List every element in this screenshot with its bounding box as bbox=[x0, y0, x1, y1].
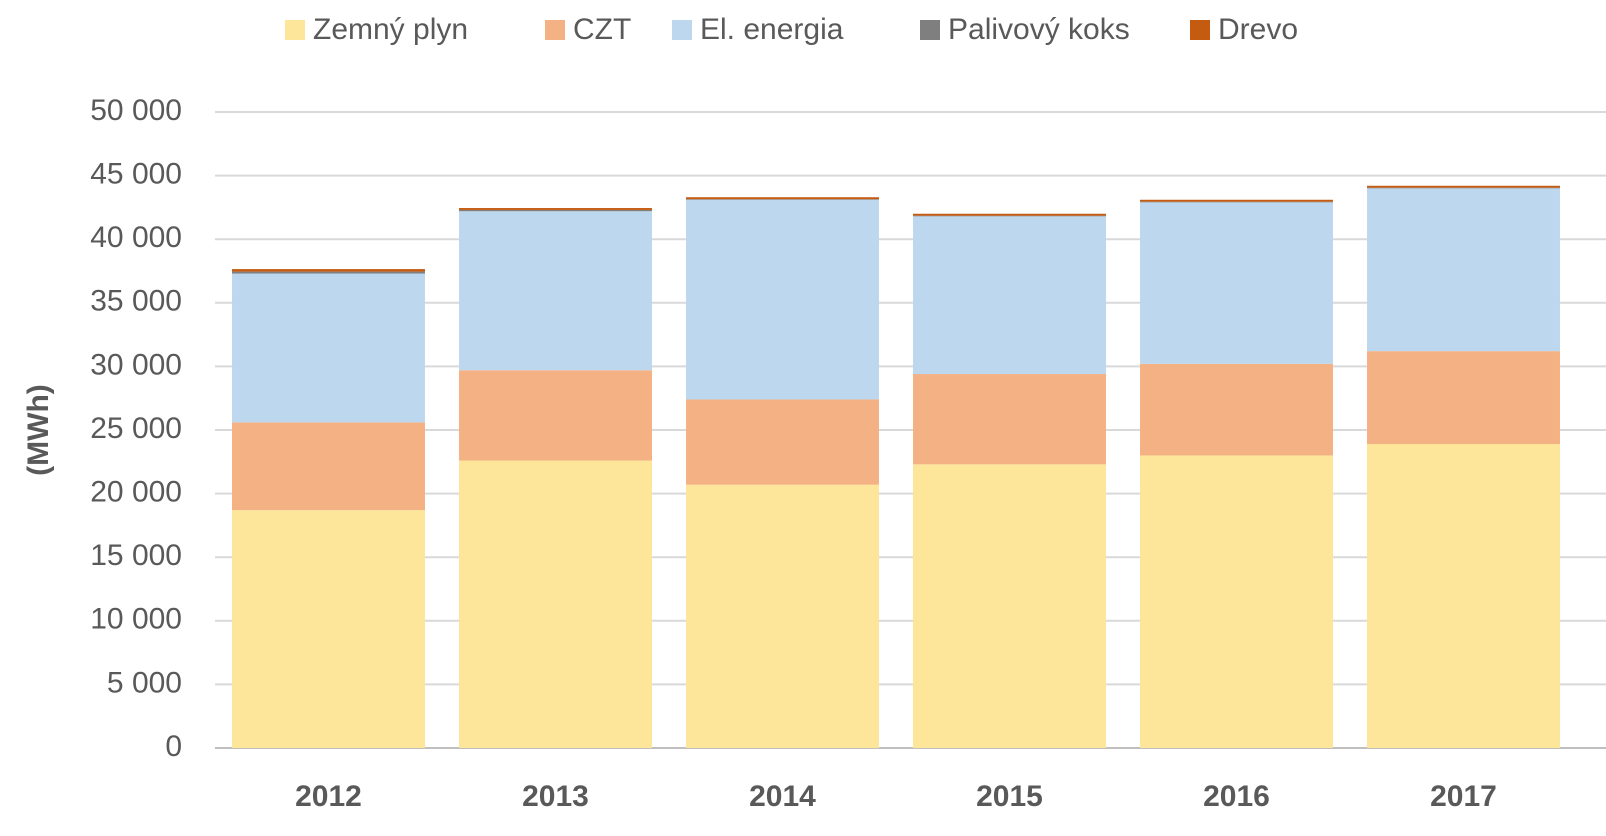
bar-segment bbox=[913, 216, 1106, 375]
legend-label: Drevo bbox=[1218, 13, 1298, 46]
bar-segment bbox=[1367, 443, 1560, 748]
bar-segment bbox=[1140, 455, 1333, 748]
y-tick-label: 50 000 bbox=[90, 94, 182, 127]
y-tick-label: 45 000 bbox=[90, 158, 182, 191]
legend-label: Zemný plyn bbox=[313, 13, 468, 46]
y-tick-label: 35 000 bbox=[90, 285, 182, 318]
bar-segment bbox=[1367, 351, 1560, 444]
legend-swatch bbox=[920, 20, 940, 40]
legend-label: Palivový koks bbox=[948, 13, 1130, 46]
x-tick-label: 2014 bbox=[749, 780, 816, 813]
legend-swatch bbox=[1190, 20, 1210, 40]
bar-segment bbox=[232, 271, 425, 274]
bar-segment bbox=[1140, 199, 1333, 202]
y-tick-label: 15 000 bbox=[90, 539, 182, 572]
bar-segment bbox=[1140, 363, 1333, 456]
bar-segment bbox=[1367, 185, 1560, 188]
bar-segment bbox=[1367, 187, 1560, 189]
bar-segment bbox=[686, 399, 879, 485]
bar-segment bbox=[232, 273, 425, 423]
legend-swatch bbox=[285, 20, 305, 40]
bar-segment bbox=[459, 460, 652, 748]
legend-swatch bbox=[545, 20, 565, 40]
bar-segment bbox=[232, 422, 425, 511]
bar-segment bbox=[686, 484, 879, 748]
x-tick-label: 2013 bbox=[522, 780, 589, 813]
bar-segment bbox=[459, 211, 652, 371]
y-tick-label: 30 000 bbox=[90, 348, 182, 381]
y-tick-label: 25 000 bbox=[90, 412, 182, 445]
bar-segment bbox=[913, 213, 1106, 216]
bar-segment bbox=[1367, 188, 1560, 352]
bar-segment bbox=[913, 374, 1106, 465]
x-tick-label: 2017 bbox=[1430, 780, 1497, 813]
y-axis-title: (MWh) bbox=[22, 384, 55, 476]
x-tick-label: 2012 bbox=[295, 780, 362, 813]
y-tick-label: 20 000 bbox=[90, 476, 182, 509]
bar-segment bbox=[686, 199, 879, 200]
bar-segment bbox=[459, 208, 652, 210]
bar-segment bbox=[232, 269, 425, 272]
bar-segment bbox=[1140, 201, 1333, 203]
y-tick-label: 5 000 bbox=[107, 666, 182, 699]
bar-segment bbox=[459, 209, 652, 212]
bar-segment bbox=[913, 215, 1106, 217]
legend-swatch bbox=[672, 20, 692, 40]
bar-segment bbox=[232, 510, 425, 748]
bar-segment bbox=[459, 370, 652, 461]
legend-label: El. energia bbox=[700, 13, 844, 46]
legend-label: CZT bbox=[573, 13, 631, 46]
x-tick-label: 2015 bbox=[976, 780, 1043, 813]
x-tick-label: 2016 bbox=[1203, 780, 1270, 813]
bar-segment bbox=[913, 464, 1106, 748]
y-tick-label: 10 000 bbox=[90, 603, 182, 636]
bar-segment bbox=[686, 199, 879, 400]
bar-segment bbox=[686, 197, 879, 200]
y-tick-label: 40 000 bbox=[90, 221, 182, 254]
bar-segment bbox=[1140, 202, 1333, 364]
y-tick-label: 0 bbox=[165, 730, 182, 763]
